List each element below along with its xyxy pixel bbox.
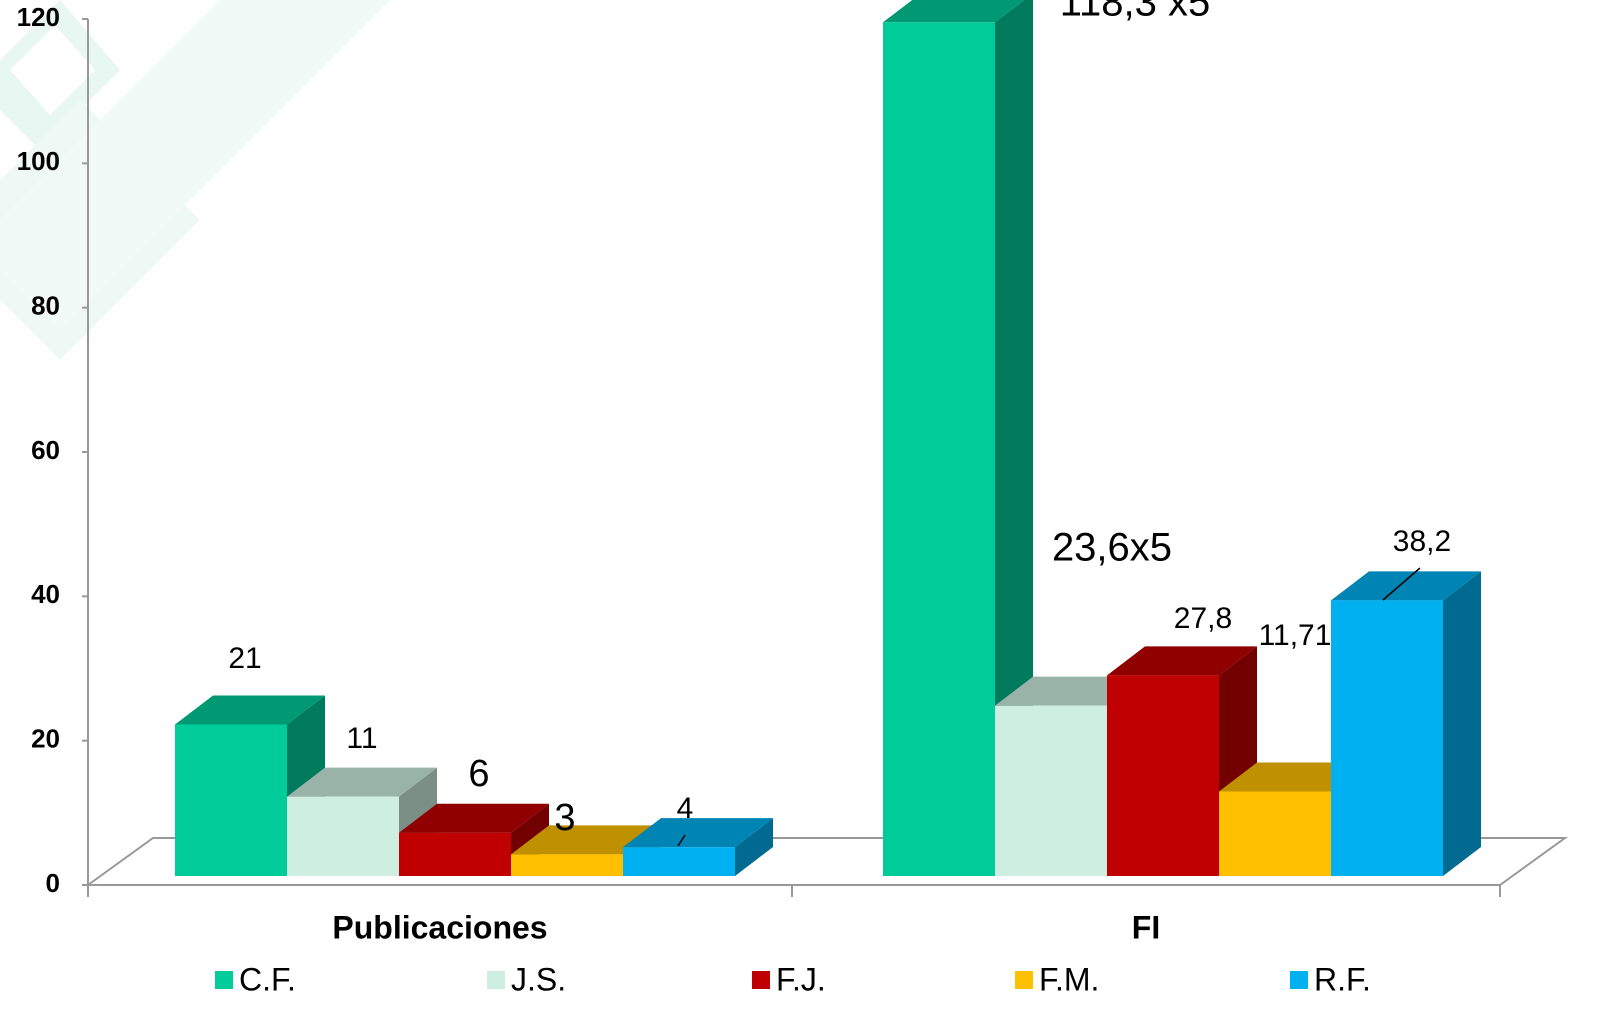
bar-front xyxy=(1219,791,1331,876)
bar-top xyxy=(883,0,1025,23)
floor xyxy=(84,837,1569,886)
bar-top xyxy=(623,818,773,848)
value-label: 6 xyxy=(468,753,489,795)
bar-front xyxy=(287,796,399,876)
legend-swatch xyxy=(1290,971,1308,989)
bar-front xyxy=(511,854,623,876)
legend-label: C.F. xyxy=(239,961,296,997)
value-label: 21 xyxy=(228,642,261,675)
legend-label: F.J. xyxy=(776,961,826,997)
value-label: 27,8 xyxy=(1174,602,1232,635)
bar-side xyxy=(995,0,1033,876)
bar-front xyxy=(1107,675,1219,876)
bar-front xyxy=(995,705,1107,876)
bar-top xyxy=(1331,571,1481,601)
bar xyxy=(623,818,773,876)
bar-front xyxy=(1331,600,1443,876)
legend-label: F.M. xyxy=(1039,961,1099,997)
leader-line xyxy=(1382,567,1421,601)
background-decoration xyxy=(0,0,390,360)
bar-front xyxy=(175,724,287,876)
y-tick-label: 0 xyxy=(46,868,60,898)
value-label: 11,71 xyxy=(1259,619,1332,652)
bar-top xyxy=(1107,646,1257,676)
y-tick-label: 120 xyxy=(17,2,60,32)
x-category-label: FI xyxy=(1132,909,1160,945)
bar-side xyxy=(1443,571,1481,876)
y-tick-label: 100 xyxy=(17,146,60,176)
legend-swatch xyxy=(487,971,505,989)
value-label: 3 xyxy=(554,797,575,839)
bar-front xyxy=(623,847,735,876)
bar xyxy=(1107,646,1257,876)
value-label: 118,3 x5 xyxy=(1060,0,1211,25)
legend-swatch xyxy=(1015,971,1033,989)
legend-label: R.F. xyxy=(1314,961,1371,997)
bar-top xyxy=(399,803,549,833)
legend-swatch xyxy=(752,971,770,989)
y-tick-label: 60 xyxy=(31,435,60,465)
y-tick-label: 40 xyxy=(31,579,60,609)
bar-top xyxy=(175,695,325,725)
bar-front xyxy=(399,832,511,876)
value-label: 23,6x5 xyxy=(1052,526,1172,570)
bar-front xyxy=(883,22,995,877)
bar xyxy=(1331,571,1481,876)
legend-label: J.S. xyxy=(511,961,566,997)
bar-side xyxy=(735,818,773,876)
y-tick-label: 80 xyxy=(31,291,60,321)
y-tick-label: 20 xyxy=(31,724,60,754)
bar xyxy=(399,803,549,876)
value-label: 4 xyxy=(677,792,694,825)
value-label: 38,2 xyxy=(1393,525,1451,558)
legend-swatch xyxy=(215,971,233,989)
x-category-label: Publicaciones xyxy=(332,909,547,945)
bar xyxy=(883,0,1033,877)
bar-top xyxy=(287,767,437,797)
value-label: 11 xyxy=(346,722,377,755)
leader-line xyxy=(677,834,686,847)
